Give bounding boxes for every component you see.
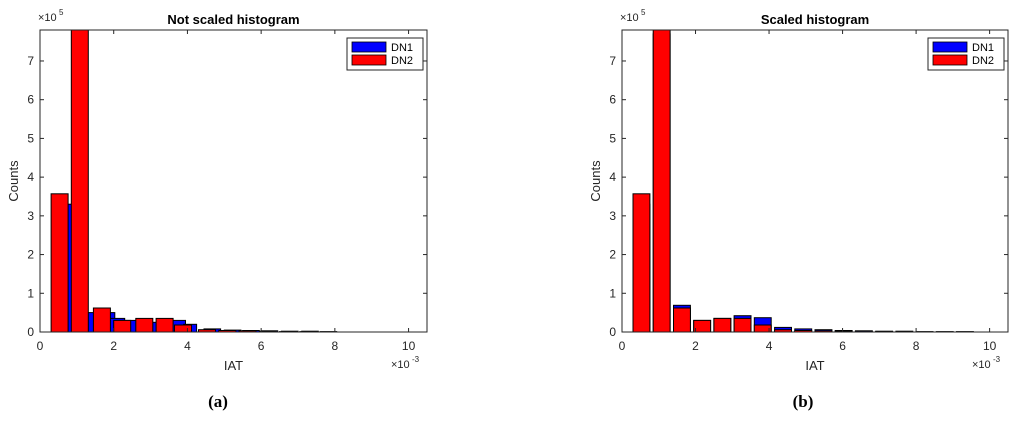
legend-swatch-dn2 — [351, 54, 387, 66]
y-tick-label: 2 — [609, 248, 616, 262]
bar-dn2-1 — [70, 29, 89, 333]
plot-area — [622, 30, 1008, 332]
y-tick-label: 3 — [609, 209, 616, 223]
y-tick-label: 6 — [27, 93, 34, 107]
y-tick-label: 1 — [27, 286, 34, 300]
y-multiplier: ×10 — [620, 12, 639, 24]
axes-box — [621, 29, 1009, 333]
y-multiplier-exponent: 5 — [59, 8, 64, 17]
bar-dn2-3 — [693, 319, 712, 333]
y-tick-label: 7 — [609, 54, 616, 68]
x-tick-label: 4 — [184, 339, 191, 353]
bar-dn2-0 — [50, 193, 69, 333]
caption-b: (b) — [792, 392, 814, 411]
legend-label-dn2: DN2 — [972, 55, 994, 67]
x-tick-label: 4 — [766, 339, 773, 353]
histogram-panel-scaled: 0 2 4 6 8 10 0 1 2 3 4 5 6 7 Scaled histogram IAT Counts… — [588, 8, 1009, 373]
y-tick-label: 4 — [27, 170, 34, 184]
y-axis-label: Counts — [6, 160, 21, 202]
x-tick-label: 10 — [983, 339, 997, 353]
x-multiplier-exponent: -3 — [412, 355, 420, 364]
y-tick-label: 1 — [609, 286, 616, 300]
y-tick-label: 0 — [609, 325, 616, 339]
x-tick-label: 0 — [37, 339, 44, 353]
y-tick-label: 0 — [27, 325, 34, 339]
caption-a: (a) — [208, 392, 228, 411]
y-tick-label: 5 — [609, 131, 616, 145]
y-multiplier: ×10 — [38, 12, 57, 24]
x-axis-label: IAT — [224, 358, 243, 373]
legend-label-dn2: DN2 — [391, 55, 413, 67]
bar-dn2-4 — [713, 317, 732, 333]
y-axis-label: Counts — [588, 160, 603, 202]
x-tick-label: 8 — [332, 339, 339, 353]
bar-dn2-5 — [733, 317, 752, 333]
x-tick-label: 2 — [692, 339, 699, 353]
bar-dn2-6 — [174, 324, 192, 333]
bar-dn2-2 — [673, 307, 691, 333]
legend-swatch-dn1 — [932, 41, 968, 53]
chart-title: Scaled histogram — [761, 12, 869, 27]
plot-area — [40, 30, 427, 332]
x-tick-label: 2 — [110, 339, 117, 353]
x-multiplier-exponent: -3 — [993, 355, 1001, 364]
y-tick-label: 7 — [27, 54, 34, 68]
bar-dn2-2 — [92, 307, 111, 333]
y-tick-label: 6 — [609, 93, 616, 107]
x-multiplier: ×10 — [391, 359, 410, 371]
x-tick-label: 10 — [402, 339, 416, 353]
legend-swatch-dn2 — [932, 54, 968, 66]
bar-dn2-0 — [632, 193, 651, 333]
y-multiplier-exponent: 5 — [641, 8, 646, 17]
y-tick-label: 3 — [27, 209, 34, 223]
x-axis-label: IAT — [805, 358, 824, 373]
x-tick-label: 8 — [913, 339, 920, 353]
axes-box — [39, 29, 428, 333]
bar-dn2-3 — [113, 319, 132, 333]
legend-swatch-dn1 — [351, 41, 387, 53]
bar-dn2-1 — [652, 29, 671, 333]
x-multiplier: ×10 — [972, 359, 991, 371]
bar-dn2-4 — [135, 317, 154, 333]
y-tick-label: 5 — [27, 131, 34, 145]
x-tick-label: 6 — [839, 339, 846, 353]
legend-label-dn1: DN1 — [972, 42, 994, 54]
y-tick-label: 4 — [609, 170, 616, 184]
chart-title: Not scaled histogram — [167, 12, 299, 27]
y-tick-label: 2 — [27, 248, 34, 262]
histogram-panel-not-scaled: 0 2 4 6 8 10 0 1 2 3 4 5 6 7 Not scaled histogram IAT Co… — [6, 8, 428, 373]
legend-label-dn1: DN1 — [391, 42, 413, 54]
bar-dn2-5 — [155, 317, 174, 333]
x-tick-label: 0 — [619, 339, 626, 353]
x-tick-label: 6 — [258, 339, 265, 353]
